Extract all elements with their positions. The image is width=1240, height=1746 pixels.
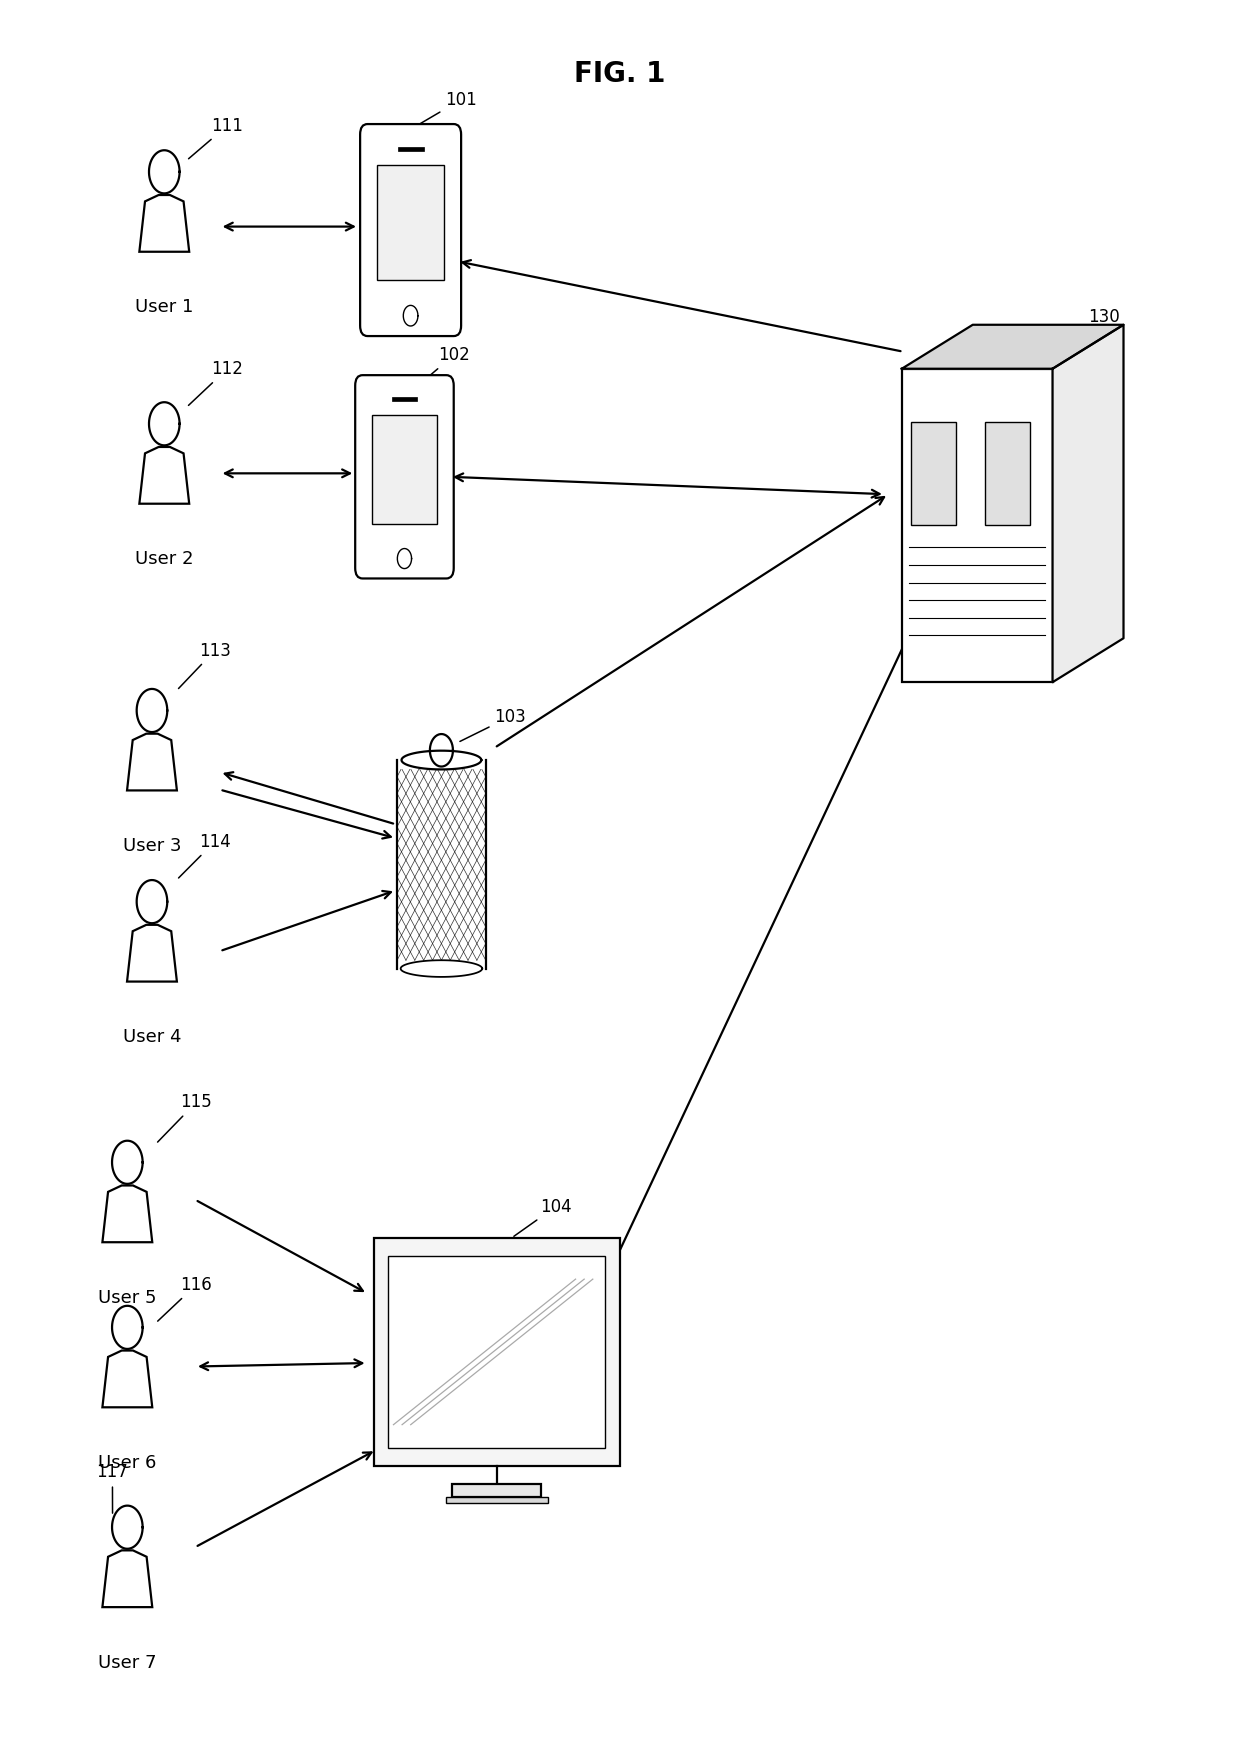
Polygon shape [401,960,482,978]
Bar [446,1498,548,1503]
Text: 111: 111 [188,117,243,159]
Bar [373,1238,620,1467]
Text: 113: 113 [179,641,231,688]
Text: User 6: User 6 [98,1454,156,1472]
Bar [377,166,444,279]
Text: 101: 101 [413,91,477,127]
Polygon shape [430,733,453,766]
Bar [398,147,424,150]
Text: User 4: User 4 [123,1028,181,1046]
Bar [388,1255,605,1447]
Text: 103: 103 [460,707,526,742]
Polygon shape [402,751,481,770]
Text: 102: 102 [415,346,470,388]
Polygon shape [901,325,1123,368]
FancyBboxPatch shape [360,124,461,335]
Text: User 2: User 2 [135,550,193,569]
Text: 117: 117 [97,1463,128,1514]
Text: 130: 130 [1063,307,1120,349]
Text: 116: 116 [157,1276,212,1322]
Text: User 5: User 5 [98,1289,156,1306]
Bar [901,368,1053,683]
Text: User 1: User 1 [135,299,193,316]
Bar [911,423,956,526]
Text: 104: 104 [513,1198,572,1236]
Text: 115: 115 [157,1093,212,1142]
Text: User 7: User 7 [98,1653,156,1671]
Text: 114: 114 [179,833,231,878]
Bar [453,1484,541,1498]
Bar [985,423,1030,526]
FancyBboxPatch shape [355,375,454,578]
Text: FIG. 1: FIG. 1 [574,59,666,87]
Polygon shape [1053,325,1123,683]
Text: 112: 112 [188,360,243,405]
Bar [372,416,438,524]
Text: User 3: User 3 [123,836,181,856]
Bar [392,396,417,402]
